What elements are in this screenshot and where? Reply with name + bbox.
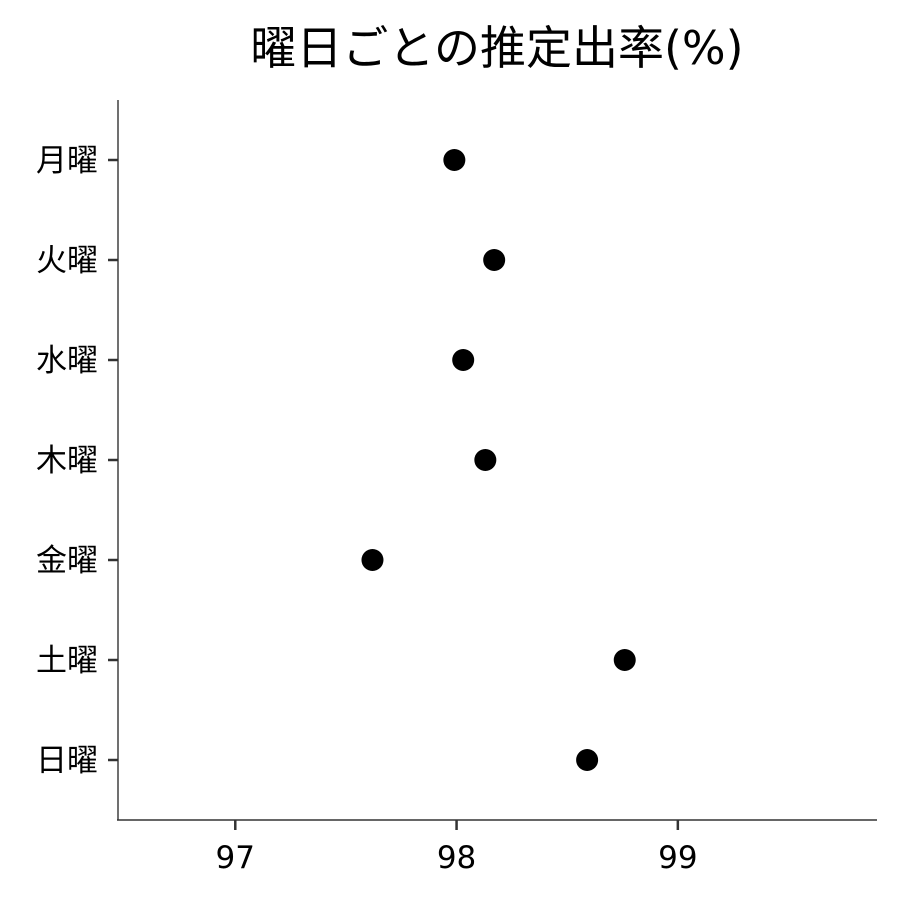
- y-tick-label: 火曜: [36, 243, 98, 279]
- data-points: [361, 149, 636, 771]
- x-axis-ticks: 97 98 99: [216, 820, 698, 876]
- x-tick-label: 99: [658, 840, 697, 876]
- y-tick-label: 木曜: [36, 443, 98, 479]
- y-tick-label: 日曜: [36, 743, 98, 779]
- y-tick-label: 土曜: [36, 643, 98, 679]
- chart-title: 曜日ごとの推定出率(%): [250, 21, 743, 75]
- y-tick-label: 月曜: [36, 143, 98, 179]
- data-point: [576, 749, 599, 771]
- data-point: [443, 149, 466, 171]
- y-tick-label: 水曜: [36, 343, 98, 379]
- data-point: [613, 649, 636, 671]
- y-tick-label: 金曜: [36, 543, 98, 579]
- x-tick-label: 98: [437, 840, 476, 876]
- data-point: [474, 449, 497, 471]
- data-point: [483, 249, 506, 271]
- axes: [117, 100, 877, 821]
- data-point: [452, 349, 475, 371]
- x-tick-label: 97: [216, 840, 255, 876]
- data-point: [361, 549, 384, 571]
